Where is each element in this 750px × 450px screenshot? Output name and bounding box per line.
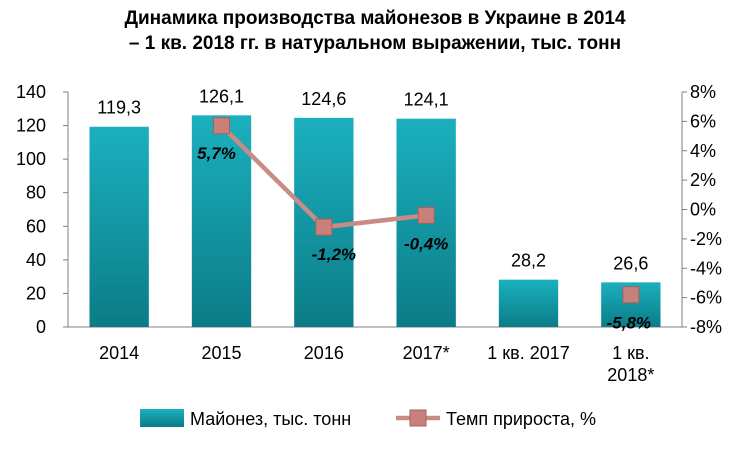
y-right-tick-label: -6%	[690, 288, 722, 308]
y-left-tick-label: 20	[26, 283, 46, 303]
bar	[498, 279, 559, 327]
legend-bar-swatch	[140, 409, 184, 427]
y-left-tick-label: 140	[16, 82, 46, 102]
y-left-tick-label: 0	[36, 317, 46, 337]
x-tick-label: 2016	[304, 343, 344, 363]
y-right-tick-label: -8%	[690, 317, 722, 337]
y-right-tick-label: 2%	[690, 170, 716, 190]
bar-value-label: 26,6	[613, 253, 648, 273]
bar-value-label: 124,6	[301, 89, 346, 109]
y-left-tick-label: 60	[26, 216, 46, 236]
y-right-tick-label: 0%	[690, 200, 716, 220]
y-left-tick-label: 100	[16, 149, 46, 169]
x-tick-label: 2015	[201, 343, 241, 363]
x-tick-label: 2017*	[403, 343, 450, 363]
y-right-tick-label: -2%	[690, 229, 722, 249]
legend-line-label: Темп прироста, %	[446, 409, 596, 429]
growth-value-label: -1,2%	[312, 245, 356, 264]
y-right-tick-label: 4%	[690, 141, 716, 161]
x-tick-label: 2014	[99, 343, 139, 363]
legend-line-marker	[409, 409, 427, 427]
bar-value-label: 126,1	[199, 86, 244, 106]
chart-title-line-2: – 1 кв. 2018 гг. в натуральном выражении…	[128, 33, 622, 54]
growth-point	[417, 206, 435, 224]
x-tick-label: 1 кв. 2017	[487, 343, 570, 363]
chart-title: Динамика производства майонезов в Украин…	[0, 6, 750, 56]
growth-value-label: -0,4%	[404, 234, 448, 253]
growth-point	[315, 218, 333, 236]
y-right-tick-label: 6%	[690, 111, 716, 131]
chart-title-line-1: Динамика производства майонезов в Украин…	[124, 8, 626, 29]
growth-value-label: 5,7%	[197, 144, 236, 163]
bar-value-label: 124,1	[404, 90, 449, 110]
y-left-tick-label: 40	[26, 250, 46, 270]
y-right-tick-label: 8%	[690, 82, 716, 102]
growth-point	[622, 286, 640, 304]
bar-value-label: 119,3	[97, 98, 141, 118]
legend-bar-label: Майонез, тыс. тонн	[190, 409, 351, 429]
y-left-tick-label: 120	[16, 116, 46, 136]
y-left-tick-label: 80	[26, 183, 46, 203]
x-tick-label: 2018*	[607, 365, 654, 385]
growth-value-label: -5,8%	[607, 314, 651, 333]
bar	[191, 115, 252, 327]
growth-point	[213, 117, 230, 135]
bar	[89, 126, 149, 327]
x-tick-label: 1 кв.	[612, 343, 649, 363]
bar-value-label: 28,2	[511, 251, 546, 271]
y-right-tick-label: -4%	[690, 258, 722, 278]
